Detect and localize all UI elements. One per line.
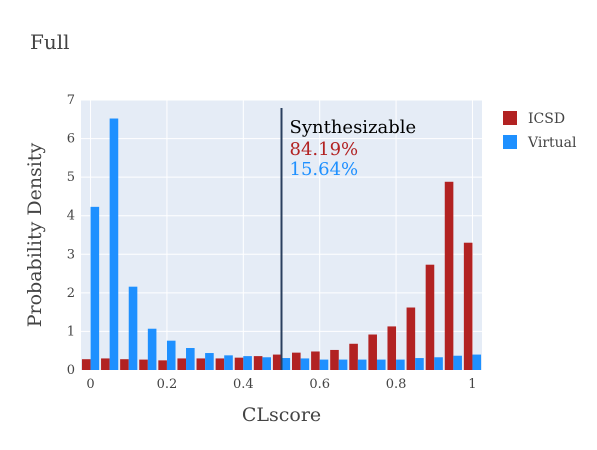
- chart-title: Full: [30, 30, 70, 54]
- bar-virtual: [396, 359, 405, 370]
- bar-icsd: [349, 343, 358, 370]
- bar-virtual: [205, 353, 214, 370]
- x-tick-label: 0.8: [386, 377, 407, 392]
- threshold-group: Synthesizable 84.19% 15.64%: [280, 108, 417, 370]
- x-tick-label: 0: [86, 377, 94, 392]
- bar-virtual: [453, 355, 462, 370]
- legend-label-virtual: Virtual: [527, 135, 577, 151]
- bar-icsd: [311, 351, 320, 370]
- bar-icsd: [234, 357, 244, 370]
- bar-virtual: [281, 358, 291, 370]
- y-tick-label: 5: [67, 170, 75, 185]
- bar-virtual: [376, 359, 386, 370]
- bar-icsd: [406, 307, 416, 370]
- bar-icsd: [158, 360, 167, 370]
- bar-icsd: [81, 359, 91, 370]
- bar-icsd: [425, 264, 435, 370]
- bar-virtual: [357, 359, 367, 370]
- bar-virtual: [243, 356, 252, 370]
- bar-virtual: [415, 358, 424, 370]
- bar-icsd: [215, 358, 225, 370]
- bar-virtual: [300, 358, 310, 370]
- bar-virtual: [166, 340, 176, 370]
- legend: ICSD Virtual: [503, 111, 577, 151]
- y-tick-label: 3: [67, 247, 75, 262]
- bar-icsd: [463, 242, 473, 370]
- x-axis-title: CLscore: [242, 404, 321, 426]
- bar-icsd: [196, 358, 206, 370]
- x-tick-label: 1: [468, 377, 476, 392]
- legend-swatch-virtual: [503, 135, 517, 149]
- x-tick-label: 0.2: [157, 377, 178, 392]
- bar-virtual: [90, 206, 100, 370]
- virtual-percent-label: 15.64%: [290, 159, 359, 180]
- y-tick-label: 1: [67, 324, 75, 339]
- legend-swatch-icsd: [503, 111, 517, 125]
- y-axis-title: Probability Density: [24, 142, 46, 327]
- bars: [81, 118, 482, 370]
- y-tick-label: 4: [67, 209, 75, 224]
- bar-virtual: [147, 328, 157, 370]
- bar-icsd: [330, 349, 339, 370]
- bar-icsd: [272, 354, 282, 370]
- bar-icsd: [177, 358, 187, 370]
- bar-virtual: [128, 286, 138, 370]
- bar-virtual: [472, 354, 482, 370]
- bar-icsd: [387, 326, 397, 370]
- bar-virtual: [109, 118, 119, 370]
- y-tick-label: 0: [67, 363, 75, 378]
- bar-icsd: [101, 358, 110, 370]
- bar-icsd: [292, 352, 301, 370]
- icsd-percent-label: 84.19%: [290, 139, 359, 160]
- x-tick-label: 0.4: [233, 377, 254, 392]
- bar-icsd: [120, 359, 129, 370]
- bar-icsd: [368, 334, 377, 370]
- y-tick-label: 7: [67, 93, 75, 108]
- bar-virtual: [434, 357, 443, 370]
- bar-virtual: [262, 357, 271, 370]
- tick-labels: 0 0.2 0.4 0.6 0.8 1 0 1 2 3 4 5 6 7: [67, 93, 477, 392]
- bar-icsd: [253, 356, 263, 370]
- legend-label-icsd: ICSD: [528, 111, 565, 127]
- y-tick-label: 6: [67, 132, 75, 147]
- threshold-label: Synthesizable: [290, 117, 417, 138]
- x-tick-label: 0.6: [309, 377, 330, 392]
- y-tick-label: 2: [67, 286, 75, 301]
- bar-virtual: [319, 359, 329, 370]
- bar-virtual: [186, 348, 195, 370]
- bar-icsd: [139, 359, 148, 370]
- bar-virtual: [224, 355, 233, 370]
- bar-virtual: [338, 359, 348, 370]
- bar-icsd: [444, 181, 454, 370]
